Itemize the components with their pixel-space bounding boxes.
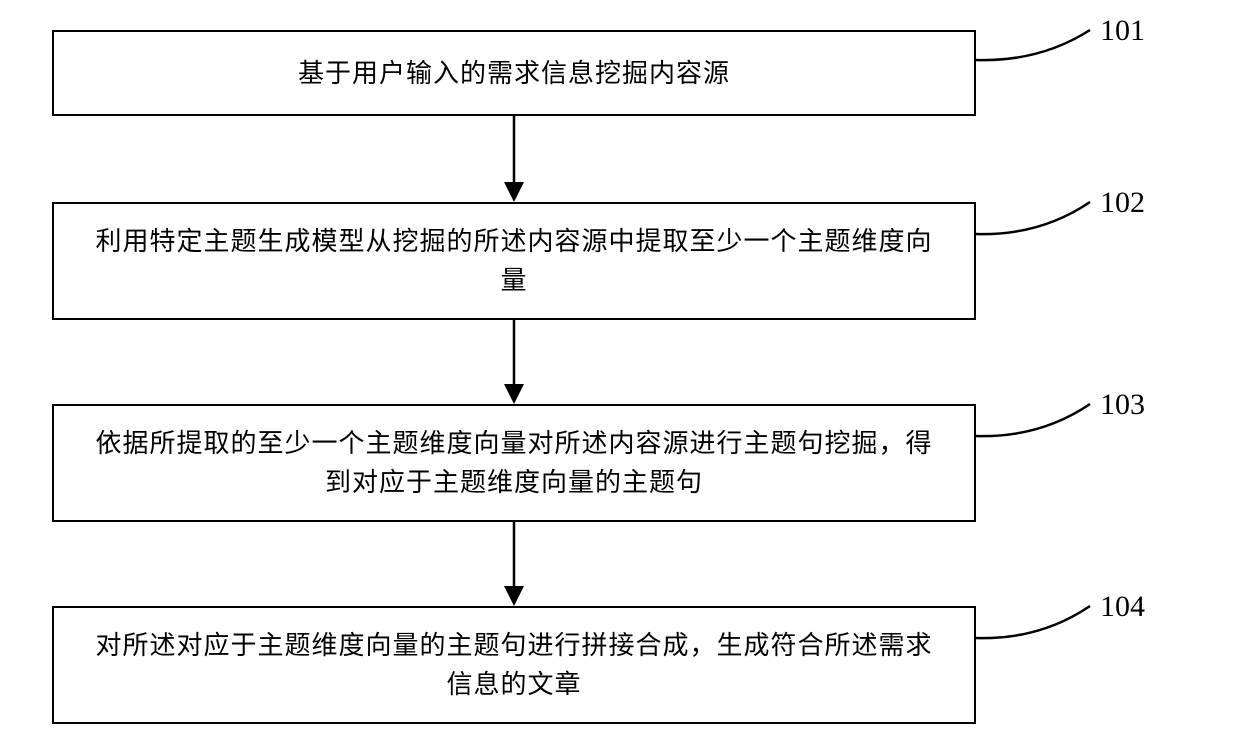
step-label-103: 103 (1100, 388, 1145, 422)
step-text: 利用特定主题生成模型从挖掘的所述内容源中提取至少一个主题维度向量 (84, 222, 944, 300)
arrow-down (494, 116, 534, 202)
step-text: 依据所提取的至少一个主题维度向量对所述内容源进行主题句挖掘，得到对应于主题维度向… (84, 424, 944, 502)
flowchart-container: 基于用户输入的需求信息挖掘内容源 101 利用特定主题生成模型从挖掘的所述内容源… (0, 0, 1240, 744)
arrow-down (494, 522, 534, 606)
step-label-104: 104 (1100, 590, 1145, 624)
step-box-101: 基于用户输入的需求信息挖掘内容源 (52, 30, 976, 116)
step-label-101: 101 (1100, 14, 1145, 48)
step-text: 基于用户输入的需求信息挖掘内容源 (298, 54, 730, 93)
arrow-down (494, 320, 534, 404)
step-box-102: 利用特定主题生成模型从挖掘的所述内容源中提取至少一个主题维度向量 (52, 202, 976, 320)
step-text: 对所述对应于主题维度向量的主题句进行拼接合成，生成符合所述需求信息的文章 (84, 626, 944, 704)
step-box-103: 依据所提取的至少一个主题维度向量对所述内容源进行主题句挖掘，得到对应于主题维度向… (52, 404, 976, 522)
step-box-104: 对所述对应于主题维度向量的主题句进行拼接合成，生成符合所述需求信息的文章 (52, 606, 976, 724)
step-label-102: 102 (1100, 186, 1145, 220)
